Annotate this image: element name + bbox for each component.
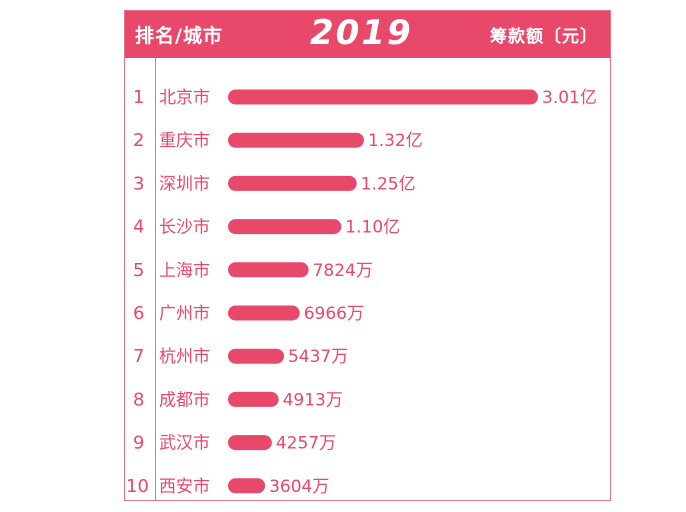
value-label: 3.01亿	[542, 88, 597, 108]
bar	[228, 132, 364, 148]
city-label: 上海市	[159, 261, 210, 281]
rank-number: 5	[133, 260, 144, 281]
bar-chart: 1 北京市 3.01亿 2 重庆市 1.32亿 3 深圳市 1.25亿 4 长沙市 1.10亿 5 上海市…	[126, 87, 597, 497]
city-label: 武汉市	[159, 434, 210, 454]
rank-number: 10	[126, 476, 149, 497]
header-rank-city-label: 排名/城市	[135, 25, 223, 47]
rank-number: 7	[133, 346, 144, 367]
rank-number: 3	[133, 173, 144, 194]
bar	[228, 262, 309, 278]
bar	[228, 435, 272, 451]
value-label: 1.10亿	[345, 218, 400, 238]
bar	[228, 391, 279, 407]
rank-divider	[155, 58, 156, 501]
rank-number: 4	[133, 217, 144, 238]
bar	[228, 89, 538, 105]
chart-frame: 排名/城市 2019 筹款额〔元〕 1 北京市 3.01亿 2 重庆市 1.32亿 3 深圳市…	[124, 10, 611, 501]
city-label: 深圳市	[159, 174, 210, 194]
value-label: 3604万	[269, 477, 329, 497]
rank-number: 2	[133, 130, 144, 151]
value-label: 1.32亿	[368, 131, 423, 151]
value-label: 1.25亿	[361, 174, 416, 194]
bar	[228, 348, 284, 364]
rank-number: 1	[133, 87, 144, 108]
city-label: 长沙市	[159, 218, 210, 238]
city-label: 北京市	[159, 88, 210, 108]
rank-number: 8	[133, 389, 144, 410]
bar	[228, 478, 266, 494]
city-label: 广州市	[159, 304, 210, 324]
bar	[228, 219, 342, 235]
city-label: 杭州市	[159, 347, 210, 367]
city-label: 重庆市	[159, 131, 210, 151]
value-label: 4913万	[283, 390, 343, 410]
rank-number: 6	[133, 303, 144, 324]
header-year: 2019	[310, 13, 413, 53]
value-label: 6966万	[304, 304, 364, 324]
value-label: 5437万	[288, 347, 348, 367]
header-amount-label: 筹款额〔元〕	[490, 27, 598, 47]
value-label: 7824万	[313, 261, 373, 281]
bar	[228, 305, 300, 321]
bar	[228, 175, 357, 191]
city-label: 西安市	[159, 477, 210, 497]
rank-number: 9	[133, 433, 144, 454]
city-label: 成都市	[159, 390, 210, 410]
chart-header: 排名/城市 2019 筹款额〔元〕	[125, 11, 610, 58]
value-label: 4257万	[276, 434, 336, 454]
